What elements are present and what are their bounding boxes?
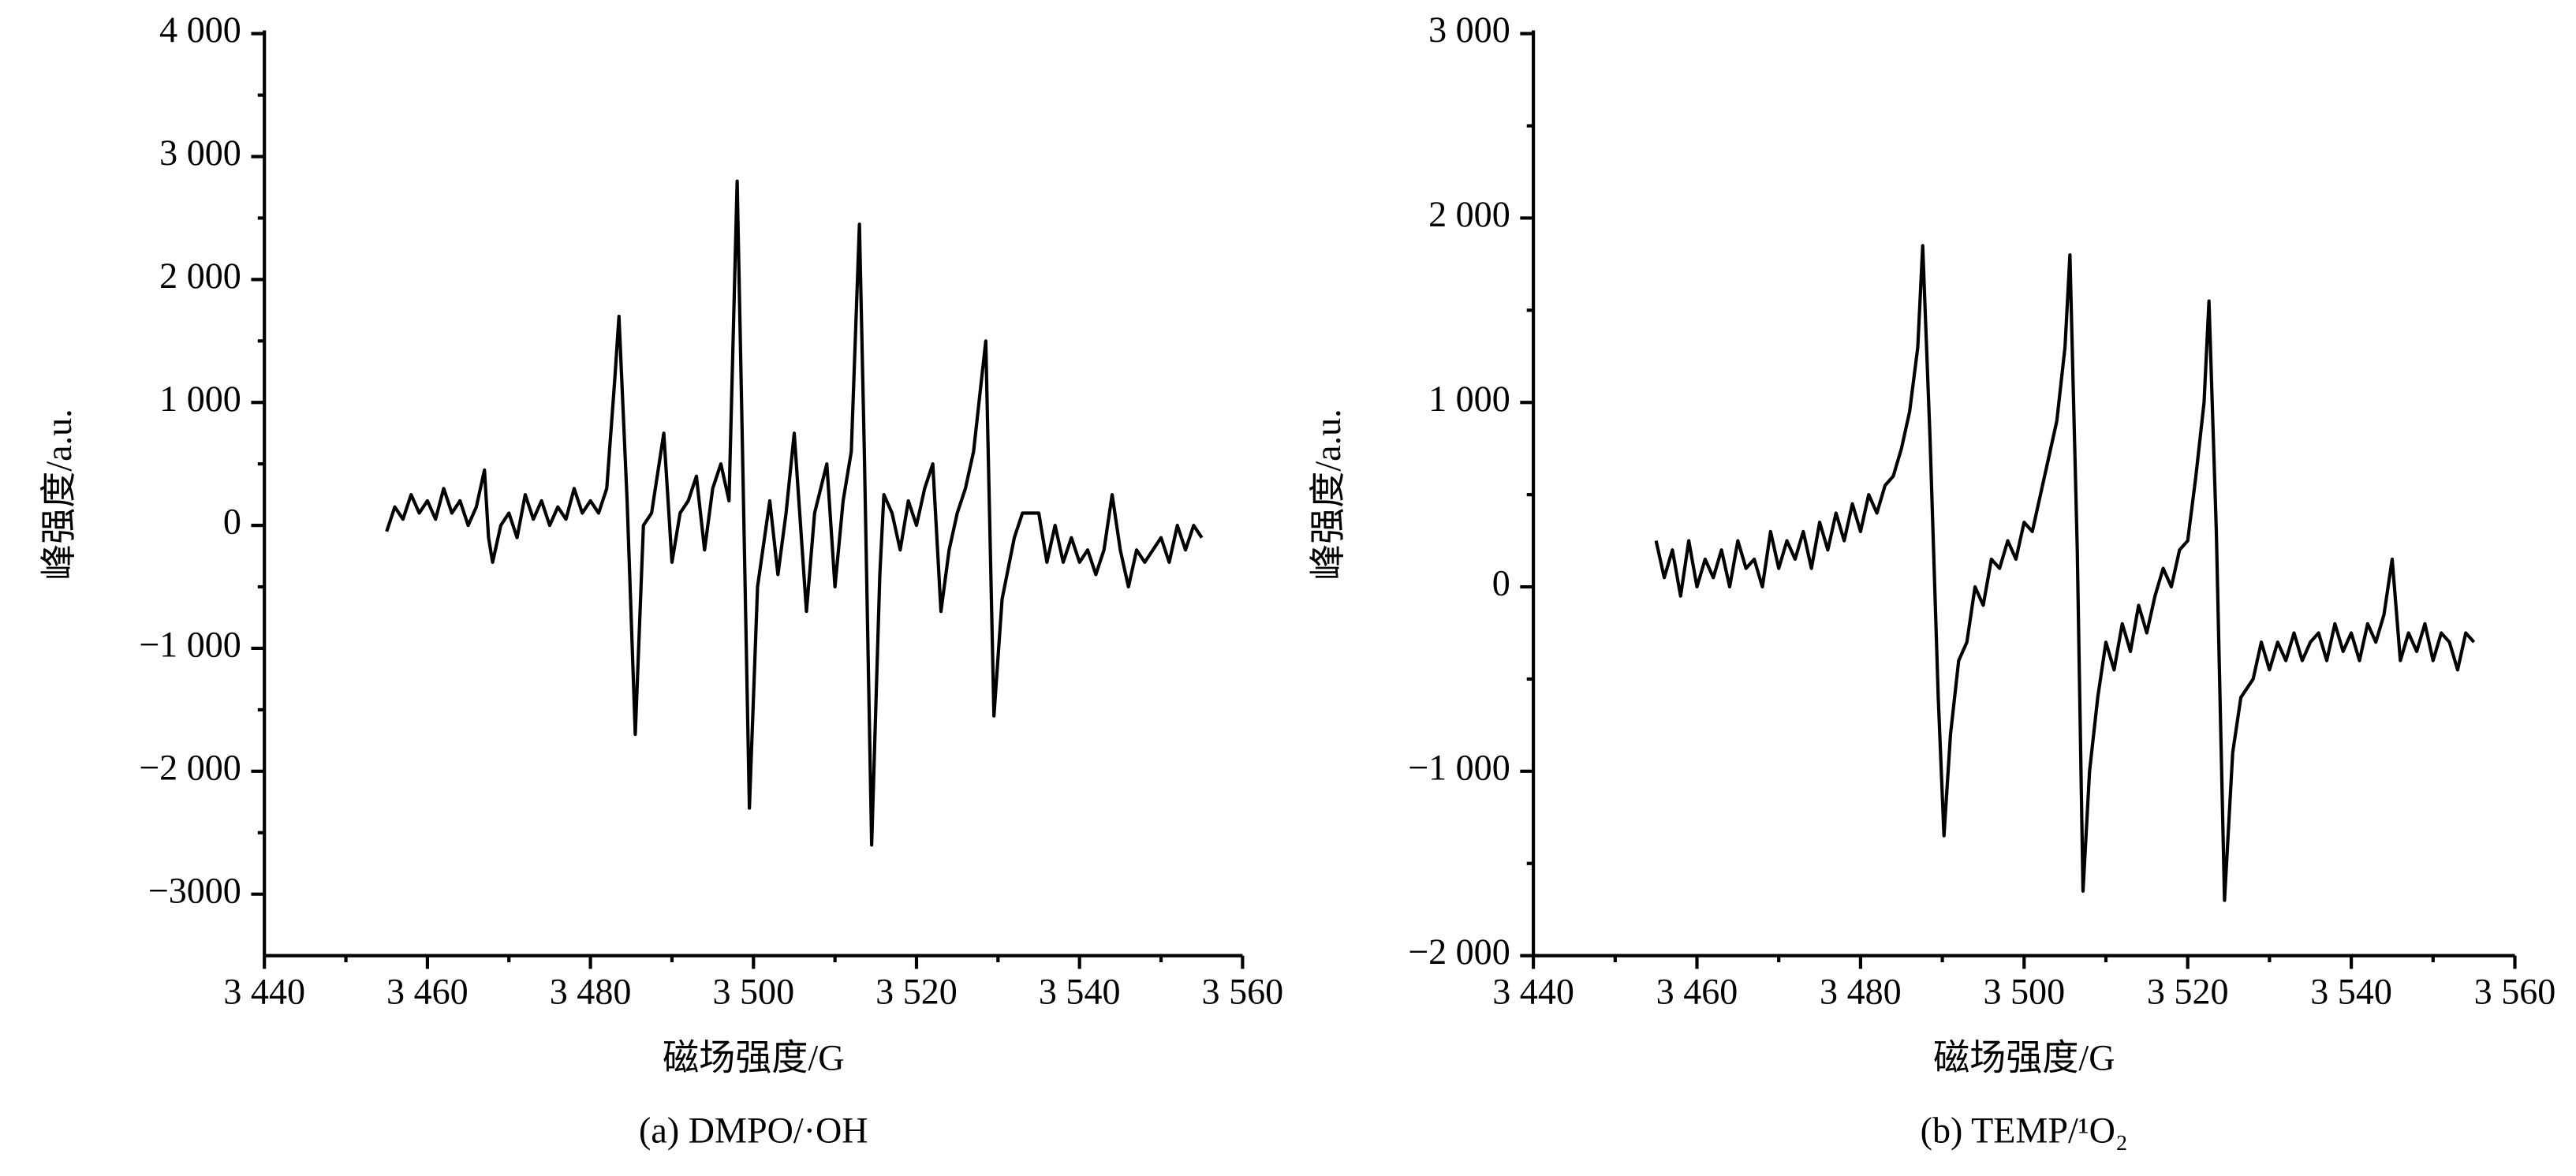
data-line [1654,244,2476,902]
x-tick-label: 3 460 [1656,971,1738,1011]
y-axis-label: 峰强度/a.u. [1308,409,1348,581]
x-tick-label: 3 440 [223,971,305,1011]
x-tick-label: 3 460 [386,971,469,1011]
y-tick-label: 4 000 [159,9,241,50]
y-tick-label: 1 000 [159,379,241,419]
y-tick-label: −2 000 [1408,931,1510,972]
chart-caption: (b) TEMP/¹O₂ [1921,1110,2128,1150]
y-tick-label: −1 000 [139,625,241,665]
x-axis-label: 磁场强度/G [663,1037,844,1077]
x-tick-label: 3 520 [875,971,958,1011]
y-tick-label: −3000 [148,870,241,910]
x-tick-label: 3 540 [2310,971,2392,1011]
x-tick-label: 3 500 [712,971,794,1011]
y-tick-label: 2 000 [1428,194,1510,234]
y-tick-label: 3 000 [159,133,241,173]
x-tick-label: 3 520 [2147,971,2229,1011]
y-tick-label: 1 000 [1428,379,1510,419]
x-tick-label: 3 560 [1202,971,1284,1011]
x-tick-label: 3 540 [1039,971,1121,1011]
data-line [385,179,1204,847]
y-axis-label: 峰强度/a.u. [39,409,79,581]
y-tick-label: −2 000 [139,747,241,787]
x-tick-label: 3 560 [2474,971,2556,1011]
y-tick-label: 0 [1492,563,1510,603]
chart-caption: (a) DMPO/·OH [639,1110,868,1150]
y-tick-label: 0 [223,502,241,542]
x-axis-label: 磁场强度/G [1933,1037,2115,1077]
x-tick-label: 3 480 [550,971,632,1011]
x-tick-label: 3 500 [1983,971,2065,1011]
y-tick-label: 2 000 [159,256,241,296]
x-tick-label: 3 480 [1820,971,1902,1011]
y-tick-label: 3 000 [1428,9,1510,50]
y-tick-label: −1 000 [1408,747,1510,787]
x-tick-label: 3 440 [1492,971,1574,1011]
